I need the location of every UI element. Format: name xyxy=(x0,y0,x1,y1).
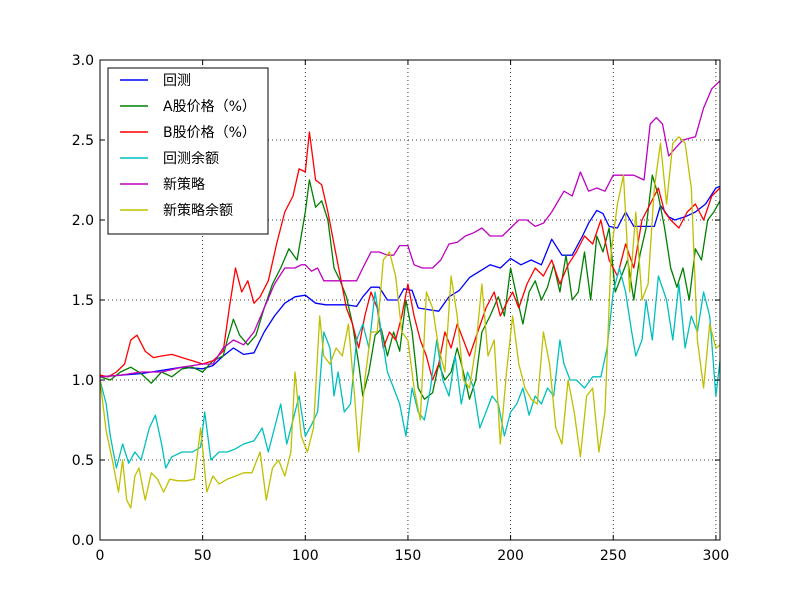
x-tick-label: 200 xyxy=(497,548,524,564)
legend-label-2: B股价格（%） xyxy=(163,125,256,141)
x-tick-label: 50 xyxy=(194,548,212,564)
x-tick-label: 100 xyxy=(292,548,319,564)
series-line-5 xyxy=(99,136,721,509)
legend-label-3: 回测余额 xyxy=(163,150,219,167)
series-line-4 xyxy=(99,80,721,378)
y-tick-label: 2.5 xyxy=(72,133,94,149)
x-tick-label: 150 xyxy=(395,548,422,564)
series-lines xyxy=(99,80,721,509)
x-tick-label: 250 xyxy=(600,548,627,564)
legend-label-5: 新策略余额 xyxy=(163,202,233,219)
legend-label-4: 新策略 xyxy=(163,176,205,193)
y-tick-label: 1.0 xyxy=(72,373,94,389)
x-tick-label: 0 xyxy=(96,548,105,564)
y-tick-label: 1.5 xyxy=(72,293,94,309)
y-tick-label: 2.0 xyxy=(72,213,94,229)
y-tick-label: 0.0 xyxy=(72,533,94,549)
y-tick-label: 0.5 xyxy=(72,453,94,469)
legend-box xyxy=(107,67,269,235)
y-tick-label: 3.0 xyxy=(72,53,94,69)
axis-ticks: 0 50 100 150 200 250 300 0.0 0.5 1.0 1.5 2.0 2.5 3.0 xyxy=(72,53,730,564)
legend-label-1: A股价格（%） xyxy=(163,99,256,115)
x-tick-label: 300 xyxy=(703,548,730,564)
series-line-0 xyxy=(99,185,721,378)
legend-label-0: 回测 xyxy=(163,73,191,89)
series-line-2 xyxy=(99,131,721,381)
